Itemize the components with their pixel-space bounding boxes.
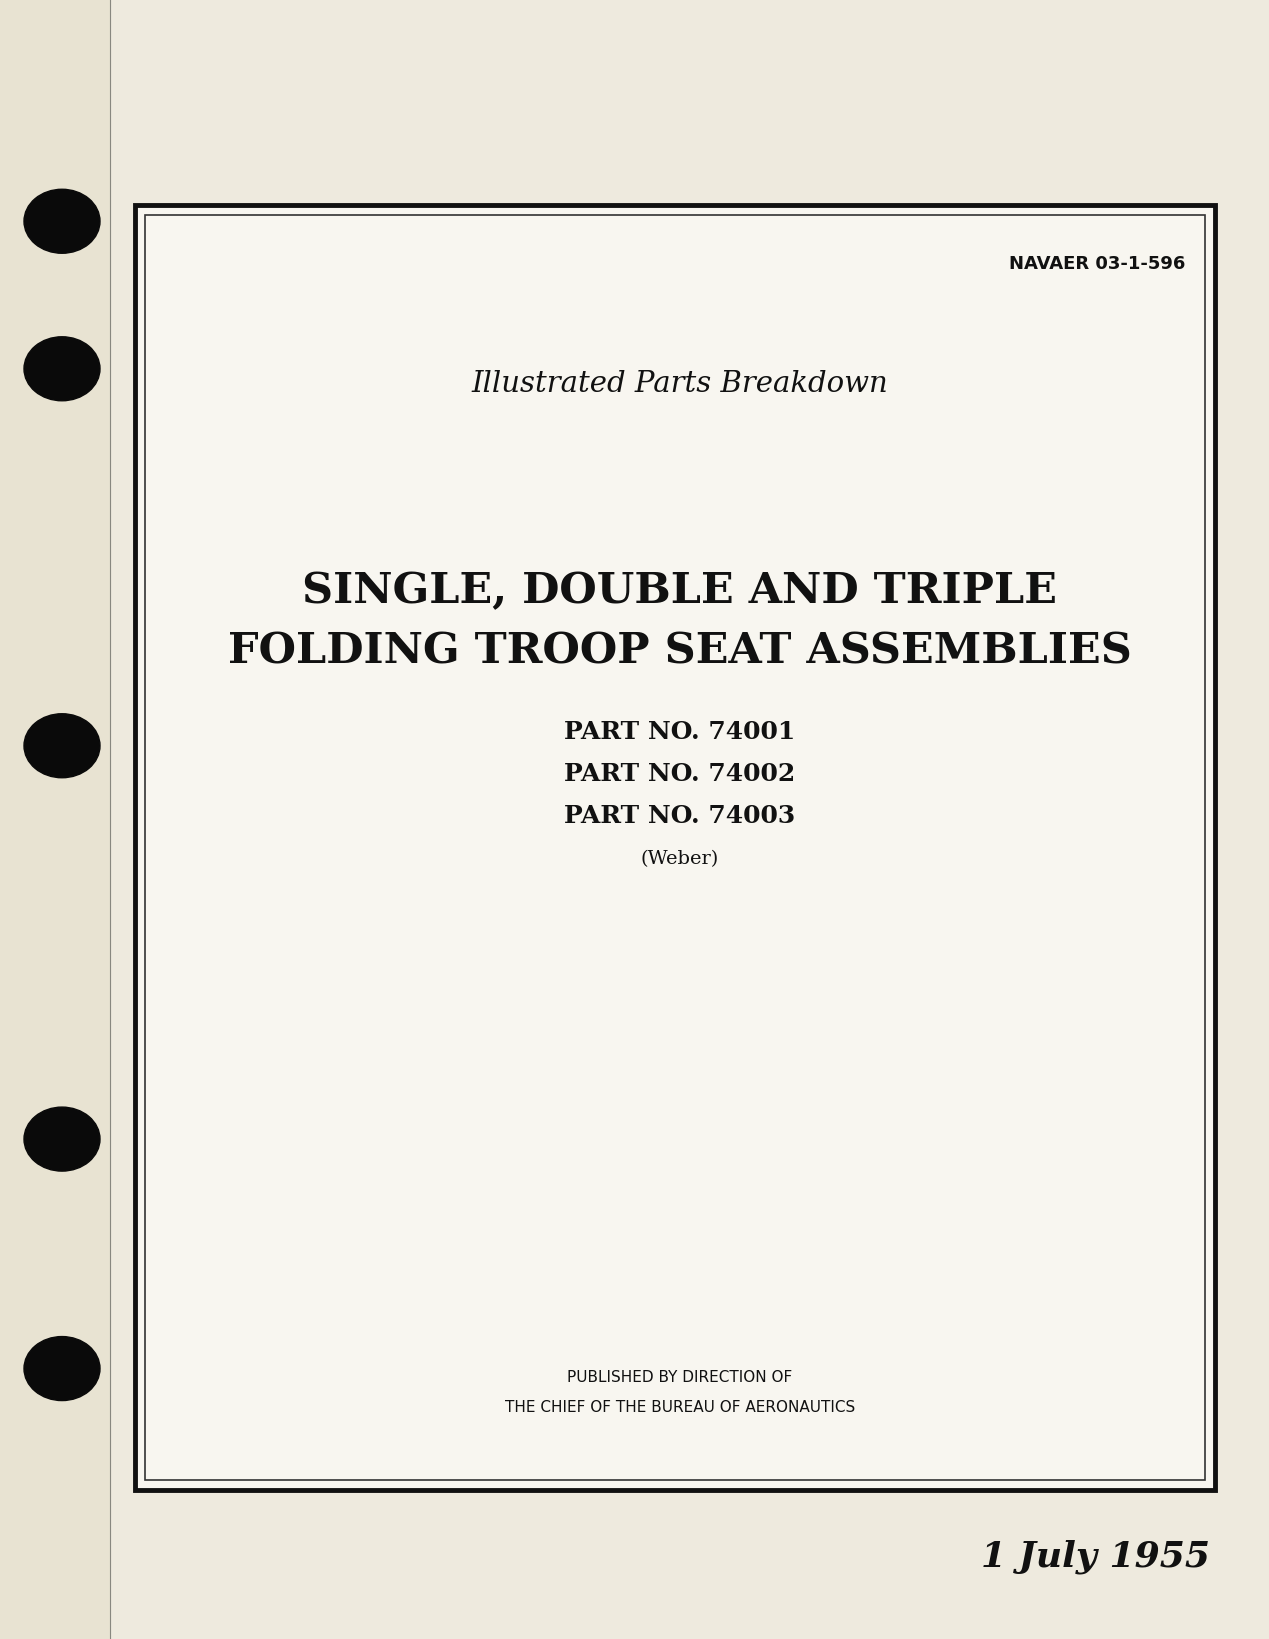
Text: PART NO. 74001: PART NO. 74001 [565,720,796,744]
Ellipse shape [24,1106,100,1172]
Text: 1 July 1955: 1 July 1955 [981,1541,1211,1575]
Text: (Weber): (Weber) [641,851,720,869]
Ellipse shape [24,188,100,254]
Ellipse shape [24,336,100,402]
Ellipse shape [24,1336,100,1401]
Text: PUBLISHED BY DIRECTION OF: PUBLISHED BY DIRECTION OF [567,1370,793,1385]
Text: THE CHIEF OF THE BUREAU OF AERONAUTICS: THE CHIEF OF THE BUREAU OF AERONAUTICS [505,1400,855,1414]
Text: SINGLE, DOUBLE AND TRIPLE: SINGLE, DOUBLE AND TRIPLE [302,570,1057,611]
Bar [0,0,110,1639]
Ellipse shape [24,713,100,779]
Bar [145,215,1206,1480]
Text: NAVAER 03-1-596: NAVAER 03-1-596 [1009,256,1185,274]
Text: PART NO. 74002: PART NO. 74002 [565,762,796,787]
Text: Illustrated Parts Breakdown: Illustrated Parts Breakdown [472,370,888,398]
Text: FOLDING TROOP SEAT ASSEMBLIES: FOLDING TROOP SEAT ASSEMBLIES [228,629,1132,672]
Text: PART NO. 74003: PART NO. 74003 [565,805,796,828]
Bar [135,205,1214,1490]
